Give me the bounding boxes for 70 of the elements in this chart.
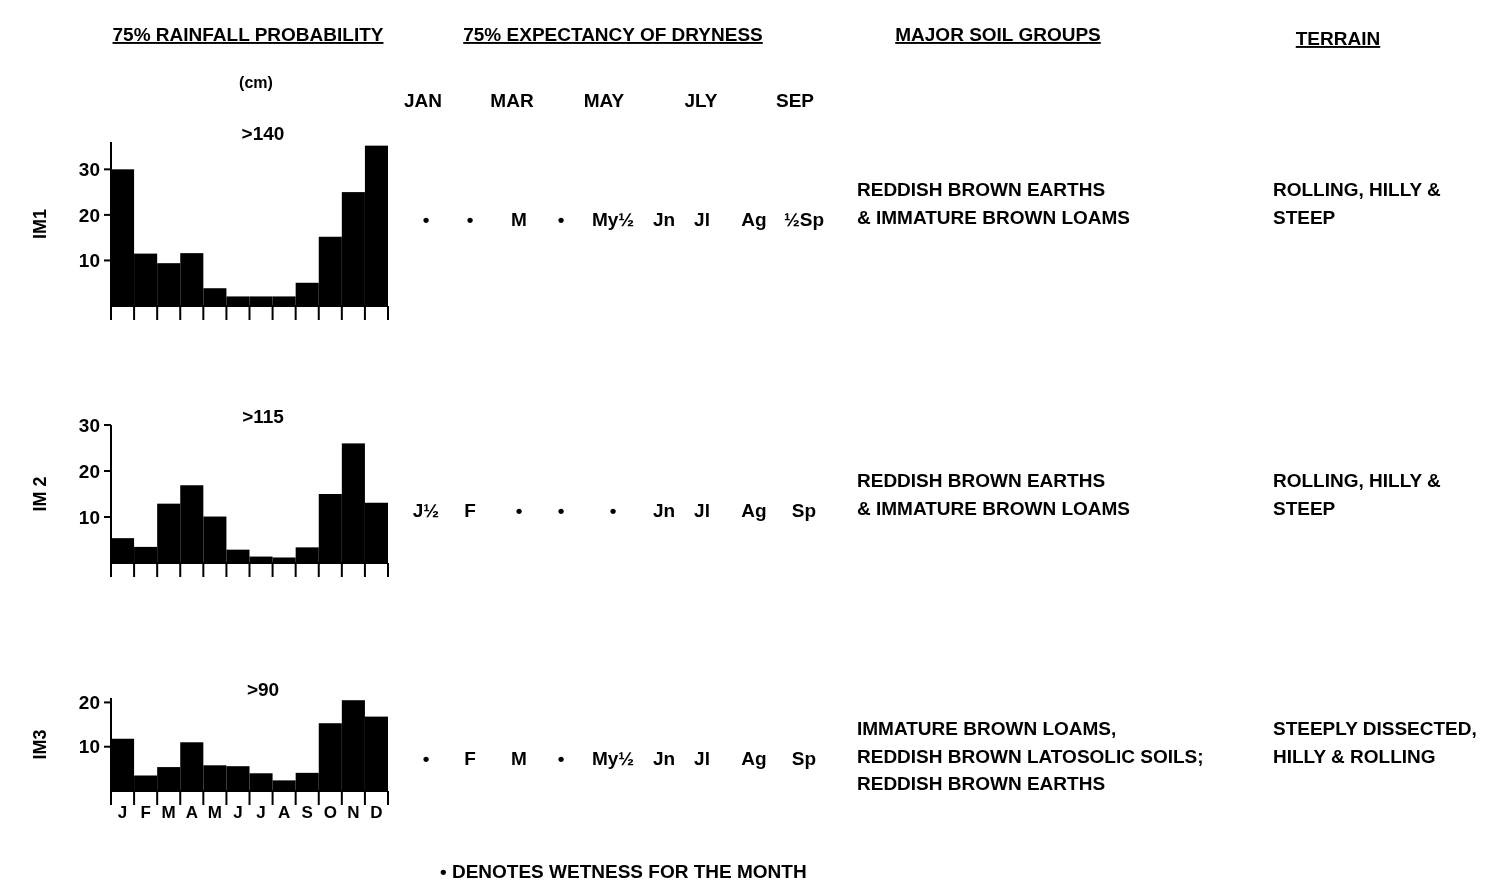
y-axis-title: IM3 <box>30 729 50 760</box>
text: REDDISH BROWN EARTHS & IMMATURE BROWN LOAMS <box>857 179 1131 228</box>
text: • <box>422 209 430 230</box>
text: • <box>557 500 565 521</box>
text: Sp <box>791 748 817 769</box>
text: TERRAIN <box>1295 28 1381 49</box>
text: Jn <box>652 748 676 769</box>
x-tick-label: N <box>347 803 360 822</box>
y-tick-label: 30 <box>78 414 100 436</box>
text: M <box>511 209 527 230</box>
y-tick-label: 20 <box>78 204 100 226</box>
text: M <box>511 748 527 769</box>
text: JLY <box>684 90 718 111</box>
y-tick-label: 20 <box>78 460 100 482</box>
y-tick-label: 10 <box>78 250 100 272</box>
text: My½ <box>591 209 635 230</box>
text: REDDISH BROWN EARTHS & IMMATURE BROWN LOAMS <box>857 470 1131 519</box>
x-tick-label: M <box>207 803 222 822</box>
y-tick-label: 20 <box>78 692 100 714</box>
text: • DENOTES WETNESS FOR THE MONTH <box>440 861 807 880</box>
x-tick-label: M <box>161 803 176 822</box>
text: • <box>515 500 523 521</box>
text: • <box>422 748 430 769</box>
text: JAN <box>403 90 443 111</box>
text: 75% EXPECTANCY OF DRYNESS <box>463 24 763 45</box>
text: Jl <box>694 209 710 230</box>
chart-subtitle: (cm) <box>239 74 273 91</box>
text: STEEPLY DISSECTED, HILLY & ROLLING <box>1273 718 1477 767</box>
text: F <box>464 500 476 521</box>
y-axis-title: IM1 <box>30 208 50 240</box>
y-tick-label: 30 <box>78 158 100 180</box>
text: • <box>609 500 617 521</box>
text: ROLLING, HILLY & STEEP <box>1273 179 1442 228</box>
y-tick-label: 10 <box>78 506 100 528</box>
text: ½Sp <box>783 209 825 230</box>
text: MAR <box>490 90 534 111</box>
text: Ag <box>741 209 767 230</box>
annotation: >140 <box>241 123 285 144</box>
text: SEP <box>775 90 815 111</box>
text: MAJOR SOIL GROUPS <box>895 24 1101 45</box>
x-tick-label: S <box>301 803 313 822</box>
text: Ag <box>741 748 767 769</box>
x-tick-label: J <box>117 803 128 822</box>
x-tick-label: O <box>323 803 337 822</box>
text: MAY <box>583 90 625 111</box>
text: Ag <box>741 500 767 521</box>
x-tick-label: A <box>277 803 291 822</box>
text: ROLLING, HILLY & STEEP <box>1273 470 1442 519</box>
y-tick-label: 10 <box>78 736 100 758</box>
text: Jl <box>694 748 710 769</box>
text: F <box>464 748 476 769</box>
text: • <box>557 209 565 230</box>
x-tick-label: F <box>140 803 151 822</box>
chart-title: 75% RAINFALL PROBABILITY <box>112 24 384 45</box>
x-tick-label: A <box>185 803 198 822</box>
text: Jn <box>652 500 676 521</box>
text: My½ <box>591 748 635 769</box>
x-tick-label: D <box>370 803 383 822</box>
text: • <box>557 748 565 769</box>
annotation: >90 <box>246 679 280 700</box>
text: Jn <box>652 209 676 230</box>
x-tick-label: J <box>256 803 266 822</box>
text: Sp <box>791 500 817 521</box>
y-axis-title: IM 2 <box>30 476 50 512</box>
annotation: >115 <box>242 406 285 427</box>
text: • <box>466 209 474 230</box>
text: Jl <box>694 500 710 521</box>
text: J½ <box>412 500 440 521</box>
text: IMMATURE BROWN LOAMS, REDDISH BROWN LATOSOLIC SOILS; REDDISH BROWN EARTHS <box>857 718 1204 795</box>
x-tick-label: J <box>233 803 243 822</box>
